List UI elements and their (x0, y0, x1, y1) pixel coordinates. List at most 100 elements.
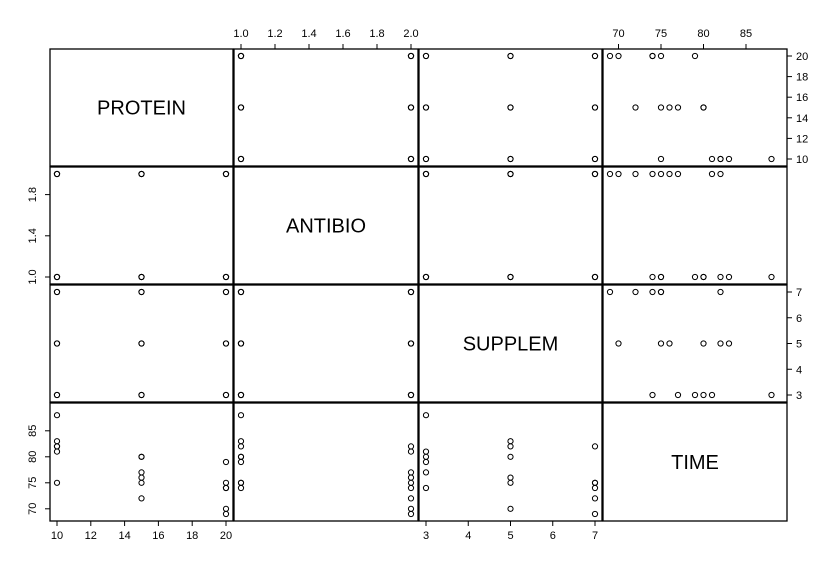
data-point (423, 454, 428, 459)
panel-frame (419, 167, 602, 284)
tick-label: 1.4 (27, 228, 39, 243)
data-point (408, 156, 413, 161)
tick-label: 70 (27, 503, 39, 515)
data-point (238, 480, 243, 485)
tick-label: 2.0 (403, 28, 418, 40)
data-point (675, 392, 680, 397)
data-point (633, 171, 638, 176)
panel-protein-vs-supplem (419, 49, 602, 166)
data-point (408, 496, 413, 501)
data-point (769, 392, 774, 397)
data-point (54, 444, 59, 449)
tick-label: 14 (118, 530, 130, 542)
data-point (139, 171, 144, 176)
data-point (607, 171, 612, 176)
data-point (607, 289, 612, 294)
data-point (139, 454, 144, 459)
tick-label: 12 (796, 133, 808, 145)
panel-protein-vs-protein: PROTEIN (50, 49, 233, 166)
variable-label-protein: PROTEIN (97, 98, 186, 120)
data-point (592, 444, 597, 449)
data-point (408, 470, 413, 475)
panel-frame (234, 285, 418, 402)
data-point (701, 105, 706, 110)
tick-label: 14 (796, 113, 808, 125)
data-point (223, 341, 228, 346)
data-point (408, 485, 413, 490)
data-point (701, 274, 706, 279)
tick-label: 6 (796, 313, 802, 325)
data-point (139, 392, 144, 397)
data-point (769, 274, 774, 279)
data-point (508, 171, 513, 176)
data-point (658, 156, 663, 161)
data-point (769, 156, 774, 161)
panel-frame (603, 285, 787, 402)
tick-label: 20 (796, 51, 808, 63)
tick-label: 7 (592, 530, 598, 542)
data-point (675, 171, 680, 176)
data-point (238, 341, 243, 346)
panel-frame (419, 403, 602, 521)
tick-label: 10 (796, 154, 808, 166)
data-point (238, 413, 243, 418)
data-point (238, 459, 243, 464)
data-point (223, 392, 228, 397)
data-point (650, 392, 655, 397)
data-point (54, 449, 59, 454)
data-point (54, 274, 59, 279)
data-point (238, 439, 243, 444)
data-point (423, 449, 428, 454)
tick-label: 80 (697, 28, 709, 40)
panel-frame (50, 285, 233, 402)
panel-time-vs-antibio (234, 403, 418, 521)
data-point (408, 289, 413, 294)
data-point (726, 156, 731, 161)
data-point (223, 274, 228, 279)
data-point (54, 392, 59, 397)
data-point (592, 105, 597, 110)
tick-label: 18 (796, 72, 808, 84)
tick-label: 1.4 (301, 28, 316, 40)
data-point (238, 289, 243, 294)
tick-label: 6 (550, 530, 556, 542)
data-point (54, 341, 59, 346)
panel-antibio-vs-supplem (419, 167, 602, 284)
tick-label: 85 (740, 28, 752, 40)
data-point (667, 105, 672, 110)
tick-label: 12 (85, 530, 97, 542)
data-point (423, 105, 428, 110)
tick-label: 3 (423, 530, 429, 542)
x-axis-bottom-supplem: 3 4 5 6 7 (423, 521, 598, 542)
data-point (508, 454, 513, 459)
data-point (139, 470, 144, 475)
data-point (238, 392, 243, 397)
data-point (223, 485, 228, 490)
data-point (238, 53, 243, 58)
data-point (408, 53, 413, 58)
panel-supplem-vs-time (603, 285, 787, 402)
panel-time-vs-protein (50, 403, 233, 521)
data-point (238, 444, 243, 449)
data-point (650, 53, 655, 58)
data-point (139, 480, 144, 485)
panel-frame (50, 403, 233, 521)
data-point (408, 105, 413, 110)
data-point (238, 454, 243, 459)
data-point (592, 485, 597, 490)
panel-frame (419, 49, 602, 166)
tick-label: 1.8 (369, 28, 384, 40)
panel-time-vs-supplem (419, 403, 602, 521)
x-axis-top-antibio: 1.0 1.2 1.4 1.6 1.8 2.0 (233, 28, 418, 49)
tick-label: 75 (27, 477, 39, 489)
data-point (223, 459, 228, 464)
panel-frame (50, 167, 233, 284)
data-point (423, 485, 428, 490)
data-point (139, 341, 144, 346)
panel-antibio-vs-antibio: ANTIBIO (234, 167, 418, 284)
data-point (54, 289, 59, 294)
panel-protein-vs-time (603, 49, 787, 166)
y-axis-right-supplem: 34567 (787, 287, 802, 402)
data-point (508, 274, 513, 279)
data-point (658, 289, 663, 294)
